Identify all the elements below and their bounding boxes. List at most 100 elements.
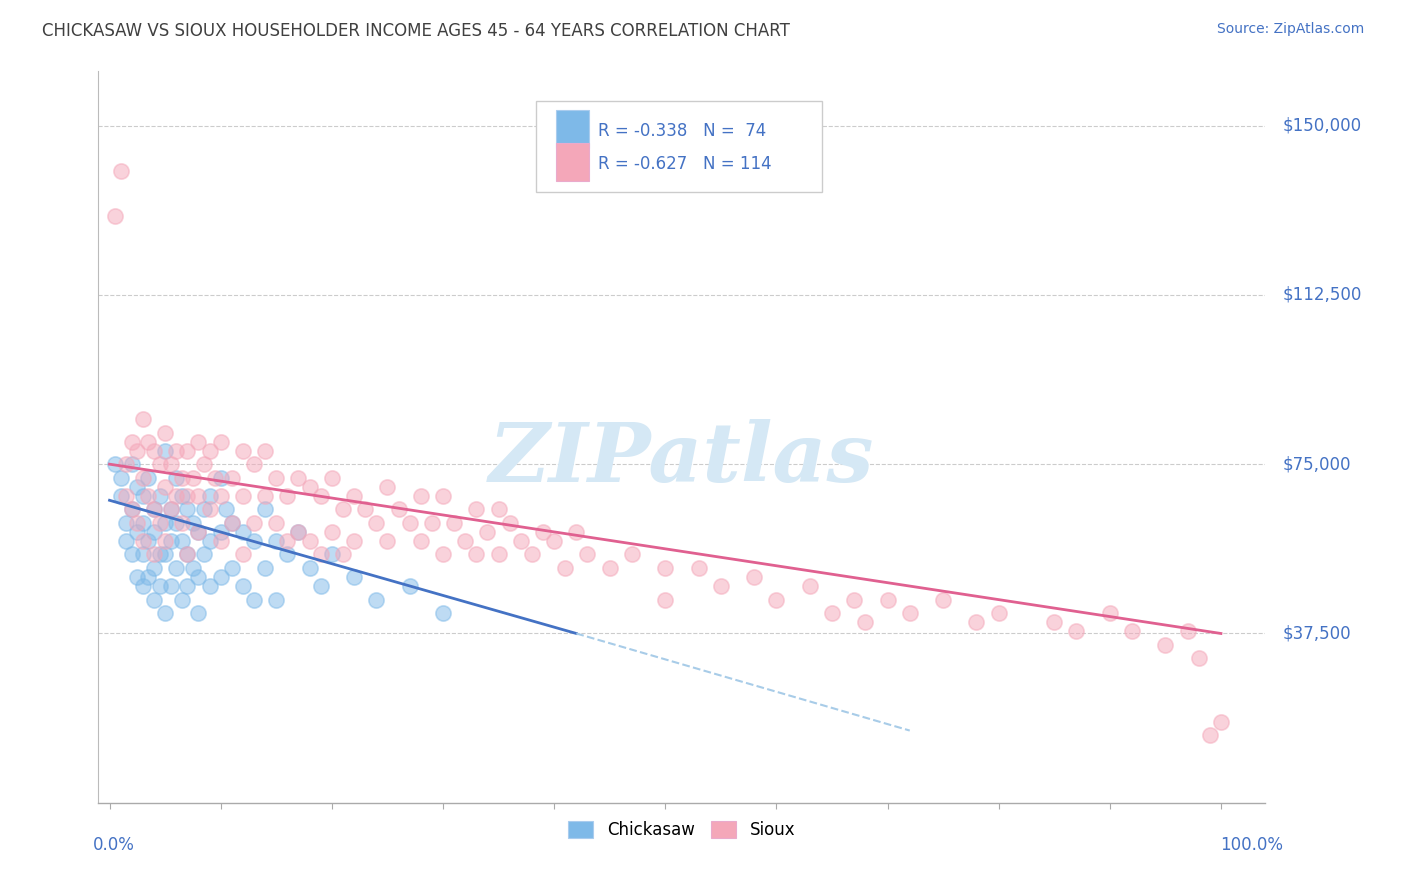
Point bbox=[321, 471, 343, 485]
Legend: Chickasaw, Sioux: Chickasaw, Sioux bbox=[562, 814, 801, 846]
Point bbox=[321, 548, 343, 562]
Bar bbox=[555, 110, 589, 148]
Point bbox=[465, 548, 488, 562]
Point bbox=[121, 457, 143, 471]
Point bbox=[138, 471, 160, 485]
Point bbox=[159, 457, 181, 471]
Point bbox=[531, 524, 554, 539]
Point bbox=[148, 489, 170, 503]
Point bbox=[853, 615, 876, 630]
Point bbox=[187, 489, 209, 503]
Point bbox=[127, 480, 149, 494]
Point bbox=[765, 592, 787, 607]
Point bbox=[187, 524, 209, 539]
Point bbox=[165, 443, 187, 458]
Point bbox=[420, 516, 443, 530]
Point bbox=[148, 516, 170, 530]
Point bbox=[165, 489, 187, 503]
Point bbox=[170, 592, 193, 607]
Point bbox=[443, 516, 465, 530]
Point bbox=[187, 606, 209, 620]
Point bbox=[176, 548, 198, 562]
Point bbox=[509, 533, 531, 548]
Point bbox=[1209, 714, 1232, 729]
Point bbox=[170, 533, 193, 548]
Text: 100.0%: 100.0% bbox=[1220, 836, 1282, 854]
Point bbox=[576, 548, 599, 562]
Point bbox=[309, 579, 332, 593]
Point bbox=[398, 516, 420, 530]
Point bbox=[932, 592, 955, 607]
Point bbox=[264, 533, 287, 548]
Point bbox=[159, 502, 181, 516]
Point bbox=[148, 457, 170, 471]
Point bbox=[332, 548, 354, 562]
Point bbox=[354, 502, 377, 516]
Point bbox=[127, 570, 149, 584]
Point bbox=[148, 579, 170, 593]
Point bbox=[1043, 615, 1066, 630]
Point bbox=[742, 570, 765, 584]
Point bbox=[565, 524, 588, 539]
Point bbox=[654, 592, 676, 607]
Point bbox=[844, 592, 866, 607]
Point bbox=[165, 516, 187, 530]
Point bbox=[209, 434, 232, 449]
Point bbox=[138, 570, 160, 584]
Point bbox=[287, 471, 309, 485]
Point bbox=[398, 579, 420, 593]
Point bbox=[221, 471, 243, 485]
Point bbox=[132, 579, 155, 593]
Point bbox=[432, 548, 454, 562]
Point bbox=[138, 434, 160, 449]
Point bbox=[343, 570, 366, 584]
Point bbox=[127, 516, 149, 530]
Point bbox=[488, 548, 510, 562]
Text: $37,500: $37,500 bbox=[1282, 624, 1351, 642]
Point bbox=[193, 457, 215, 471]
Point bbox=[264, 471, 287, 485]
Point bbox=[620, 548, 643, 562]
Point bbox=[1066, 624, 1088, 639]
Point bbox=[132, 471, 155, 485]
Point bbox=[115, 489, 138, 503]
Point bbox=[115, 516, 138, 530]
Point bbox=[1198, 728, 1220, 742]
Point bbox=[132, 489, 155, 503]
Point bbox=[366, 516, 388, 530]
Point bbox=[799, 579, 821, 593]
Point bbox=[520, 548, 543, 562]
Point bbox=[1121, 624, 1143, 639]
Point bbox=[276, 548, 298, 562]
Point bbox=[409, 489, 432, 503]
Point bbox=[132, 533, 155, 548]
Point bbox=[221, 516, 243, 530]
Point bbox=[243, 533, 266, 548]
Point bbox=[898, 606, 921, 620]
Point bbox=[159, 502, 181, 516]
Point bbox=[498, 516, 520, 530]
Point bbox=[110, 471, 132, 485]
Point bbox=[298, 480, 321, 494]
Point bbox=[454, 533, 477, 548]
Point bbox=[159, 579, 181, 593]
Point bbox=[115, 533, 138, 548]
Text: Source: ZipAtlas.com: Source: ZipAtlas.com bbox=[1216, 22, 1364, 37]
Point bbox=[287, 524, 309, 539]
Point bbox=[198, 579, 221, 593]
Point bbox=[110, 163, 132, 178]
Point bbox=[209, 471, 232, 485]
Point bbox=[287, 524, 309, 539]
Point bbox=[127, 524, 149, 539]
Point bbox=[153, 425, 176, 440]
Point bbox=[115, 457, 138, 471]
Point bbox=[127, 443, 149, 458]
Point bbox=[876, 592, 898, 607]
Point bbox=[153, 533, 176, 548]
Point bbox=[387, 502, 409, 516]
Point bbox=[121, 548, 143, 562]
Text: R = -0.338   N =  74: R = -0.338 N = 74 bbox=[598, 121, 766, 140]
Point bbox=[254, 561, 277, 575]
Point bbox=[187, 524, 209, 539]
Point bbox=[543, 533, 565, 548]
